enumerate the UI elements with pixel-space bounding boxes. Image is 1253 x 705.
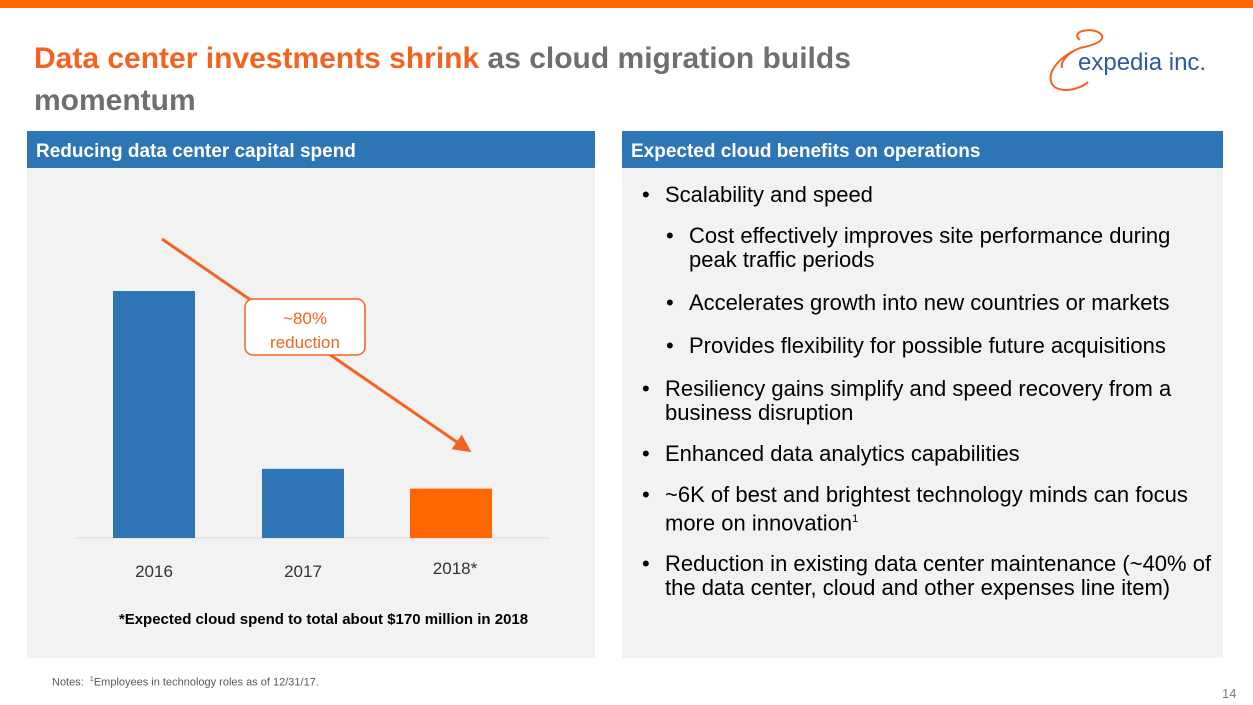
benefit-text: Accelerates growth into new countries or… [689,290,1170,315]
cloud-benefits-panel: Expected cloud benefits on operations Sc… [622,131,1223,658]
top-accent-bar [0,0,1253,8]
tick-label-2016: 2016 [135,562,173,581]
benefit-text: Enhanced data analytics capabilities [665,441,1020,466]
benefits-list: Scalability and speed Cost effectively im… [642,183,1217,617]
benefit-text: Cost effectively improves site performan… [689,223,1171,272]
bar-2018 [410,488,492,538]
reduction-callout-box [244,298,366,356]
benefit-text: Resiliency gains simplify and speed reco… [665,376,1172,425]
logo-swoosh [1049,29,1104,91]
notes-prefix: Notes: [52,676,84,689]
slide-notes: Notes: 1Employees in technology roles as… [52,676,319,689]
logo-text: expedia inc. [1078,49,1206,76]
page-number: 14 [1222,686,1237,701]
capital-spend-header: Reducing data center capital spend [27,131,595,168]
slide-title-rest: as cloud migration builds momentum [34,42,851,117]
benefit-item: Accelerates growth into new countries or… [642,290,1217,316]
benefit-item: Cost effectively improves site performan… [642,224,1217,272]
tick-labels-group: 2016 2017 2018* [135,559,478,581]
capital-spend-panel: Reducing data center capital spend 2016 2… [27,131,595,658]
benefit-item: Reduction in existing data center mainte… [642,552,1217,600]
benefit-text: ~6K of best and brightest technology min… [665,482,1188,536]
tick-label-2018: 2018* [433,559,478,578]
tick-label-2017: 2017 [284,562,322,581]
slide-title-accent: Data center investments shrink [34,42,480,75]
benefit-item: Scalability and speed [642,182,1217,208]
bar-2017 [262,468,344,538]
benefit-text: Provides flexibility for possible future… [689,333,1166,358]
notes-text: Employees in technology roles as of 12/3… [93,676,319,689]
benefit-footnote-ref: 1 [852,513,859,525]
expedia-logo: expedia inc. [1049,29,1206,91]
bars-group [113,291,492,538]
bar-2016 [113,291,195,538]
benefit-item: ~6K of best and brightest technology min… [642,482,1217,536]
reduction-callout-line2: reduction [270,333,340,352]
reduction-callout-line1: ~80% [283,309,327,328]
benefit-text: Reduction in existing data center mainte… [665,551,1212,601]
benefit-item: Provides flexibility for possible future… [642,333,1217,359]
capital-spend-chart: 2016 2017 2018* ~80% reduction [75,237,550,581]
slide-title: Data center investments shrink as cloud … [34,38,954,122]
benefit-item: Enhanced data analytics capabilities [642,441,1217,467]
cloud-benefits-header: Expected cloud benefits on operations [622,131,1223,168]
benefit-item: Resiliency gains simplify and speed reco… [642,377,1217,425]
chart-footnote: *Expected cloud spend to total about $17… [118,611,529,628]
notes-sup: 1 [89,676,94,683]
benefit-text: Scalability and speed [665,182,873,207]
